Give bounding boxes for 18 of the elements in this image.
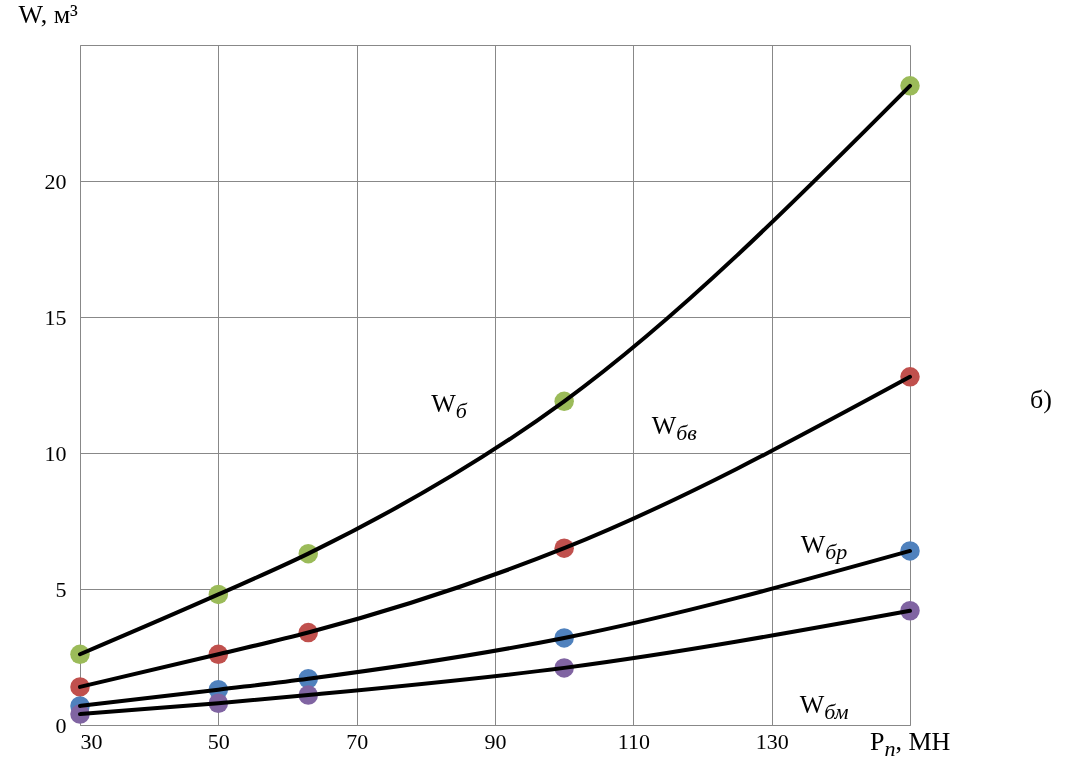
text: W$_{бм}$	[799, 690, 849, 726]
x-tick-label: 90	[484, 728, 507, 754]
series-label: W$_{бв}$	[651, 410, 697, 446]
text: б)	[1030, 385, 1052, 415]
x-tick-label: 110	[617, 728, 650, 754]
y-tick-label: 0	[55, 712, 67, 738]
y-tick-label: 10	[44, 440, 67, 466]
y-axis-title: W, м³	[18, 0, 79, 29]
x-tick-label: 30	[80, 728, 103, 754]
y-tick-label: 5	[55, 576, 67, 602]
x-tick-label: 50	[207, 728, 230, 754]
x-tick-label: 70	[346, 728, 369, 754]
x-tick-label: 130	[755, 728, 789, 754]
x-axis-title: P$_{n}$, МН	[870, 727, 951, 763]
series-label: W$_{б}$	[431, 388, 467, 424]
series-label: W$_{бр}$	[800, 530, 848, 566]
y-tick-label: 20	[44, 168, 67, 194]
y-tick-label: 15	[44, 304, 67, 330]
